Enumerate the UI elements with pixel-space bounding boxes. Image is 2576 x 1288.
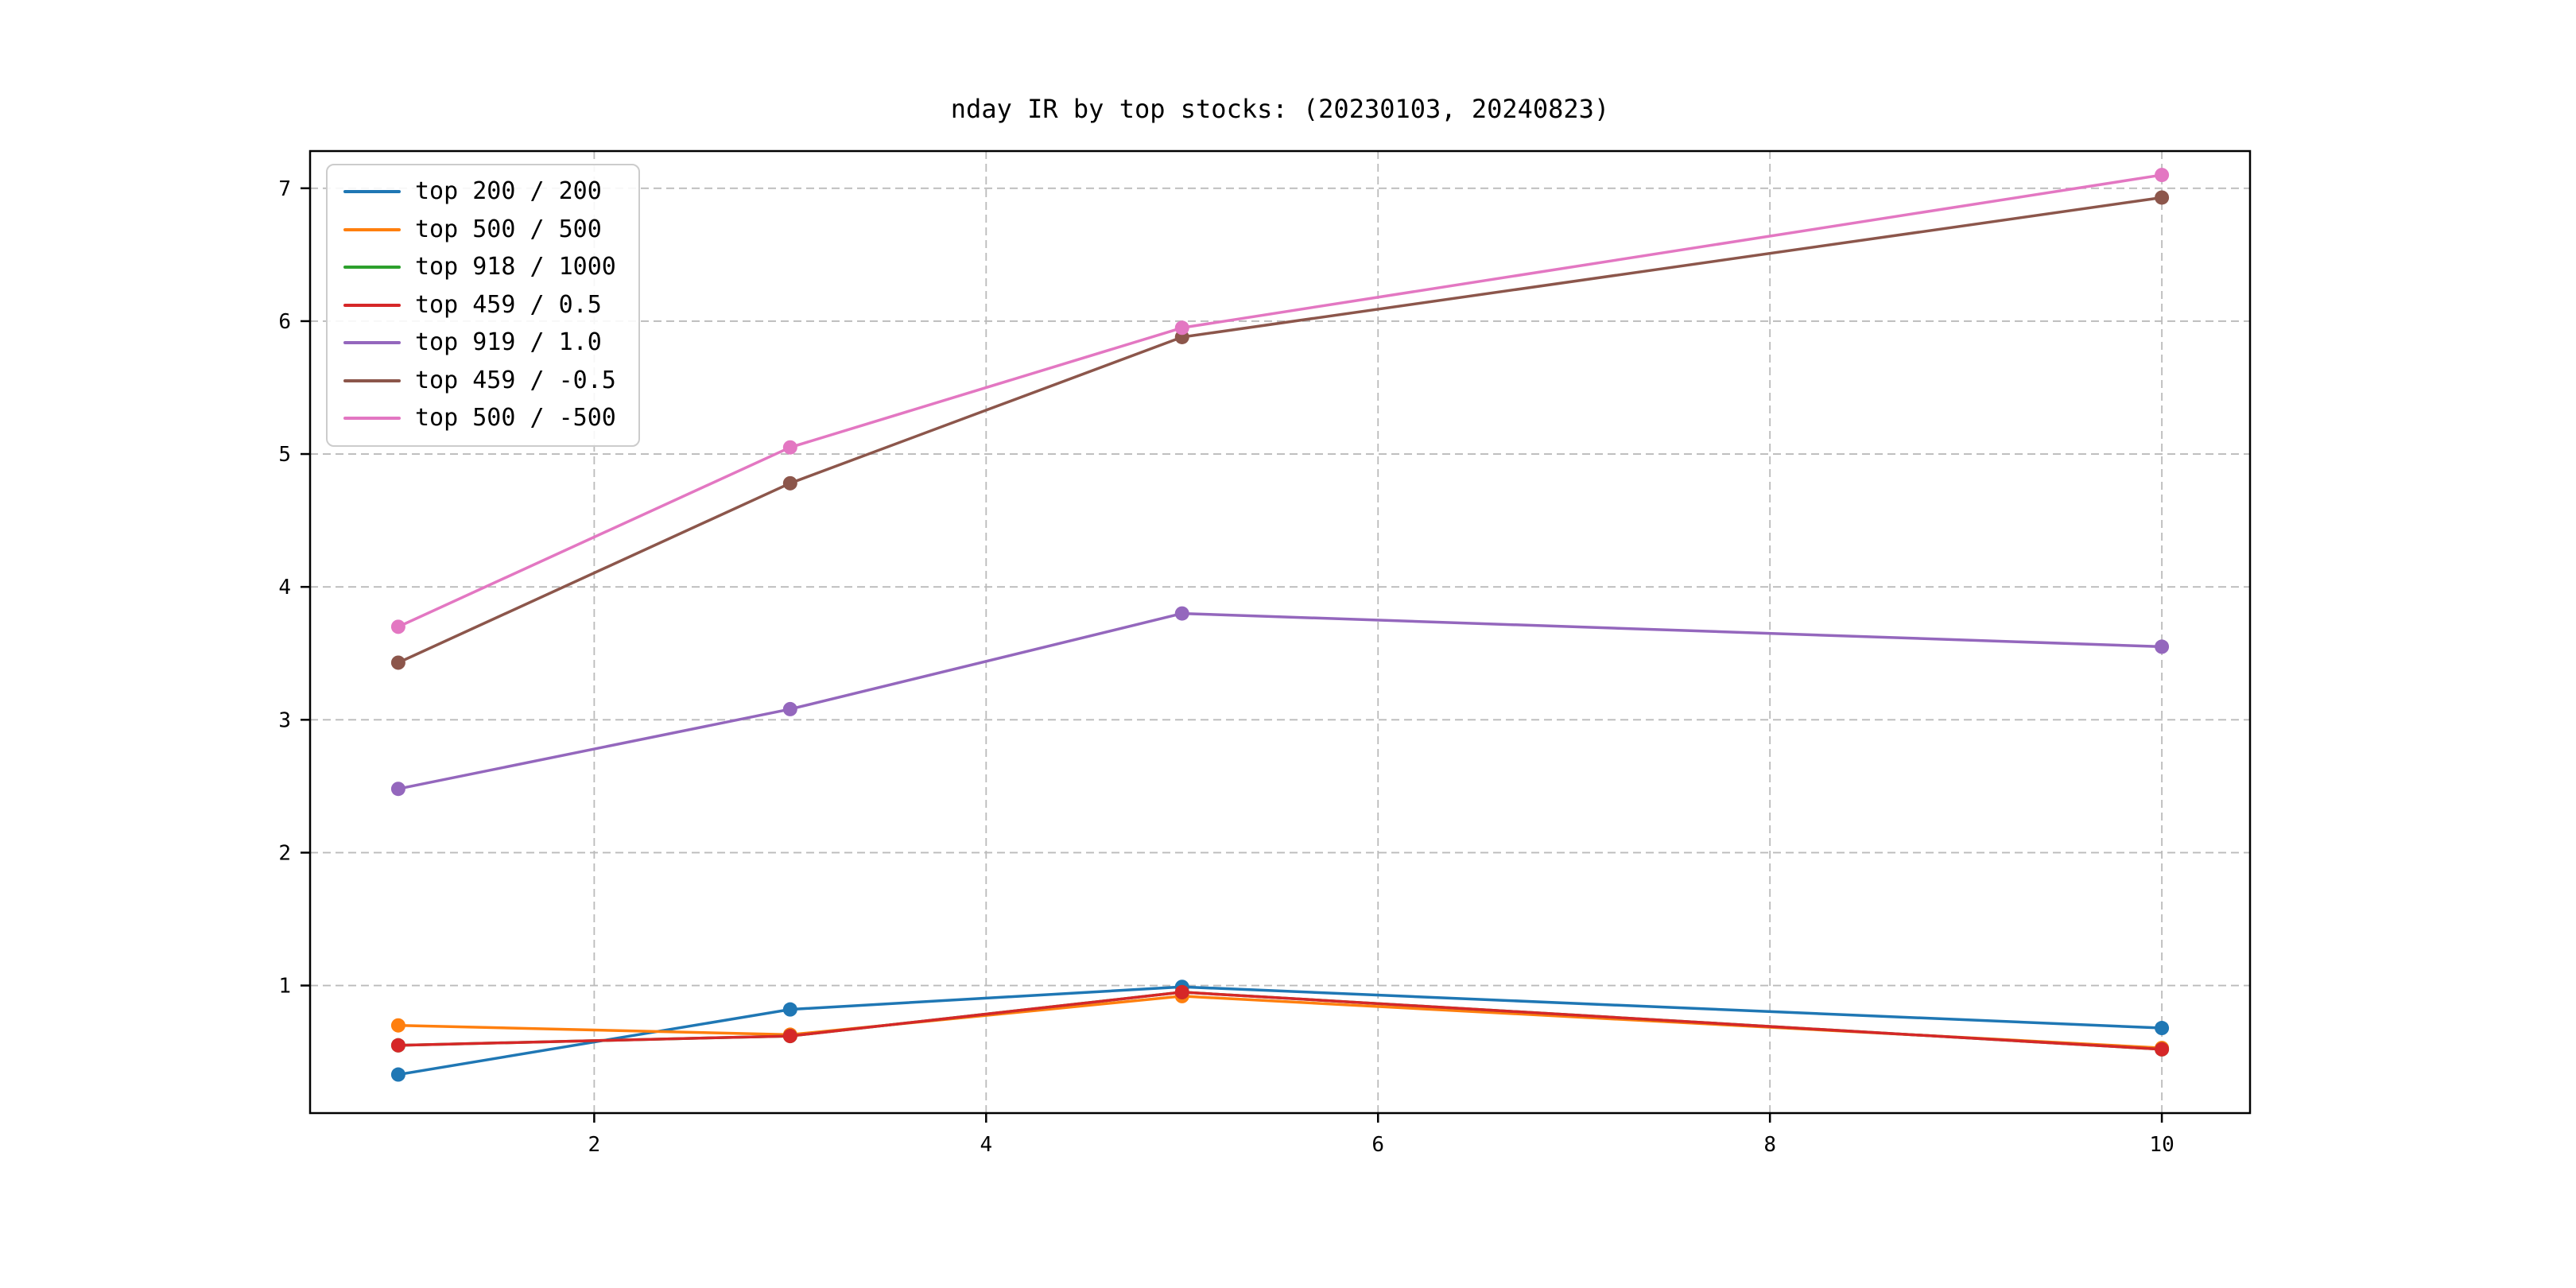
- data-point-marker: [390, 1038, 405, 1053]
- legend-line-sample: [343, 227, 401, 231]
- data-point-marker: [2155, 190, 2170, 205]
- legend-item: top 459 / -0.5: [343, 367, 616, 395]
- data-point-marker: [782, 475, 797, 491]
- legend-line-sample: [343, 266, 401, 270]
- legend-item: top 918 / 1000: [343, 253, 616, 281]
- x-tick-label: 6: [1371, 1133, 1384, 1157]
- y-tick-label: 7: [278, 177, 291, 201]
- chart-title: nday IR by top stocks: (20230103, 202408…: [950, 94, 1610, 124]
- legend-item: top 459 / 0.5: [343, 290, 616, 320]
- data-point-marker: [390, 1018, 405, 1033]
- legend-label: top 919 / 1.0: [415, 328, 602, 356]
- data-point-marker: [390, 619, 405, 634]
- legend-line-sample: [343, 303, 401, 307]
- data-point-marker: [390, 782, 405, 797]
- data-point-marker: [1174, 606, 1189, 621]
- y-tick-label: 4: [278, 576, 291, 599]
- legend-label: top 500 / 500: [415, 215, 602, 243]
- legend-label: top 500 / -500: [415, 404, 616, 432]
- data-point-marker: [1174, 320, 1189, 336]
- data-point-marker: [390, 1067, 405, 1082]
- x-tick-label: 8: [1763, 1133, 1776, 1157]
- legend-label: top 459 / 0.5: [415, 290, 602, 319]
- data-point-marker: [2155, 1042, 2170, 1057]
- legend-item: top 500 / 500: [343, 215, 616, 244]
- series-line: [397, 173, 2163, 629]
- legend-line-sample: [343, 190, 401, 194]
- y-tick-label: 3: [278, 708, 291, 732]
- legend-line-sample: [343, 378, 401, 382]
- series-line: [397, 196, 2163, 665]
- data-point-marker: [782, 1029, 797, 1044]
- data-point-marker: [1174, 984, 1189, 999]
- data-point-marker: [2155, 168, 2170, 183]
- series-line: [397, 991, 2163, 1051]
- data-point-marker: [782, 1002, 797, 1017]
- x-tick-label: 4: [980, 1133, 992, 1157]
- data-point-marker: [782, 440, 797, 455]
- data-point-marker: [782, 701, 797, 716]
- axes-border: [308, 149, 2252, 1115]
- data-point-marker: [2155, 639, 2170, 654]
- x-tick-label: 10: [2149, 1133, 2174, 1157]
- series-line: [397, 611, 2163, 790]
- x-tick-label: 2: [588, 1133, 601, 1157]
- y-tick-label: 6: [278, 310, 291, 334]
- legend-label: top 200 / 200: [415, 177, 602, 205]
- legend: top 200 / 200 top 500 / 500 top 918 / 1000…: [326, 164, 640, 447]
- legend-item: top 919 / 1.0: [343, 328, 616, 357]
- y-tick-label: 5: [278, 443, 291, 467]
- legend-line-sample: [343, 341, 401, 345]
- legend-label: top 459 / -0.5: [415, 366, 616, 394]
- y-tick-label: 2: [278, 841, 291, 865]
- legend-line-sample: [343, 417, 401, 421]
- data-point-marker: [390, 655, 405, 670]
- legend-item: top 200 / 200: [343, 177, 616, 206]
- legend-label: top 918 / 1000: [415, 253, 616, 281]
- legend-item: top 500 / -500: [343, 404, 616, 433]
- data-point-marker: [2155, 1021, 2170, 1036]
- y-tick-label: 1: [278, 975, 291, 999]
